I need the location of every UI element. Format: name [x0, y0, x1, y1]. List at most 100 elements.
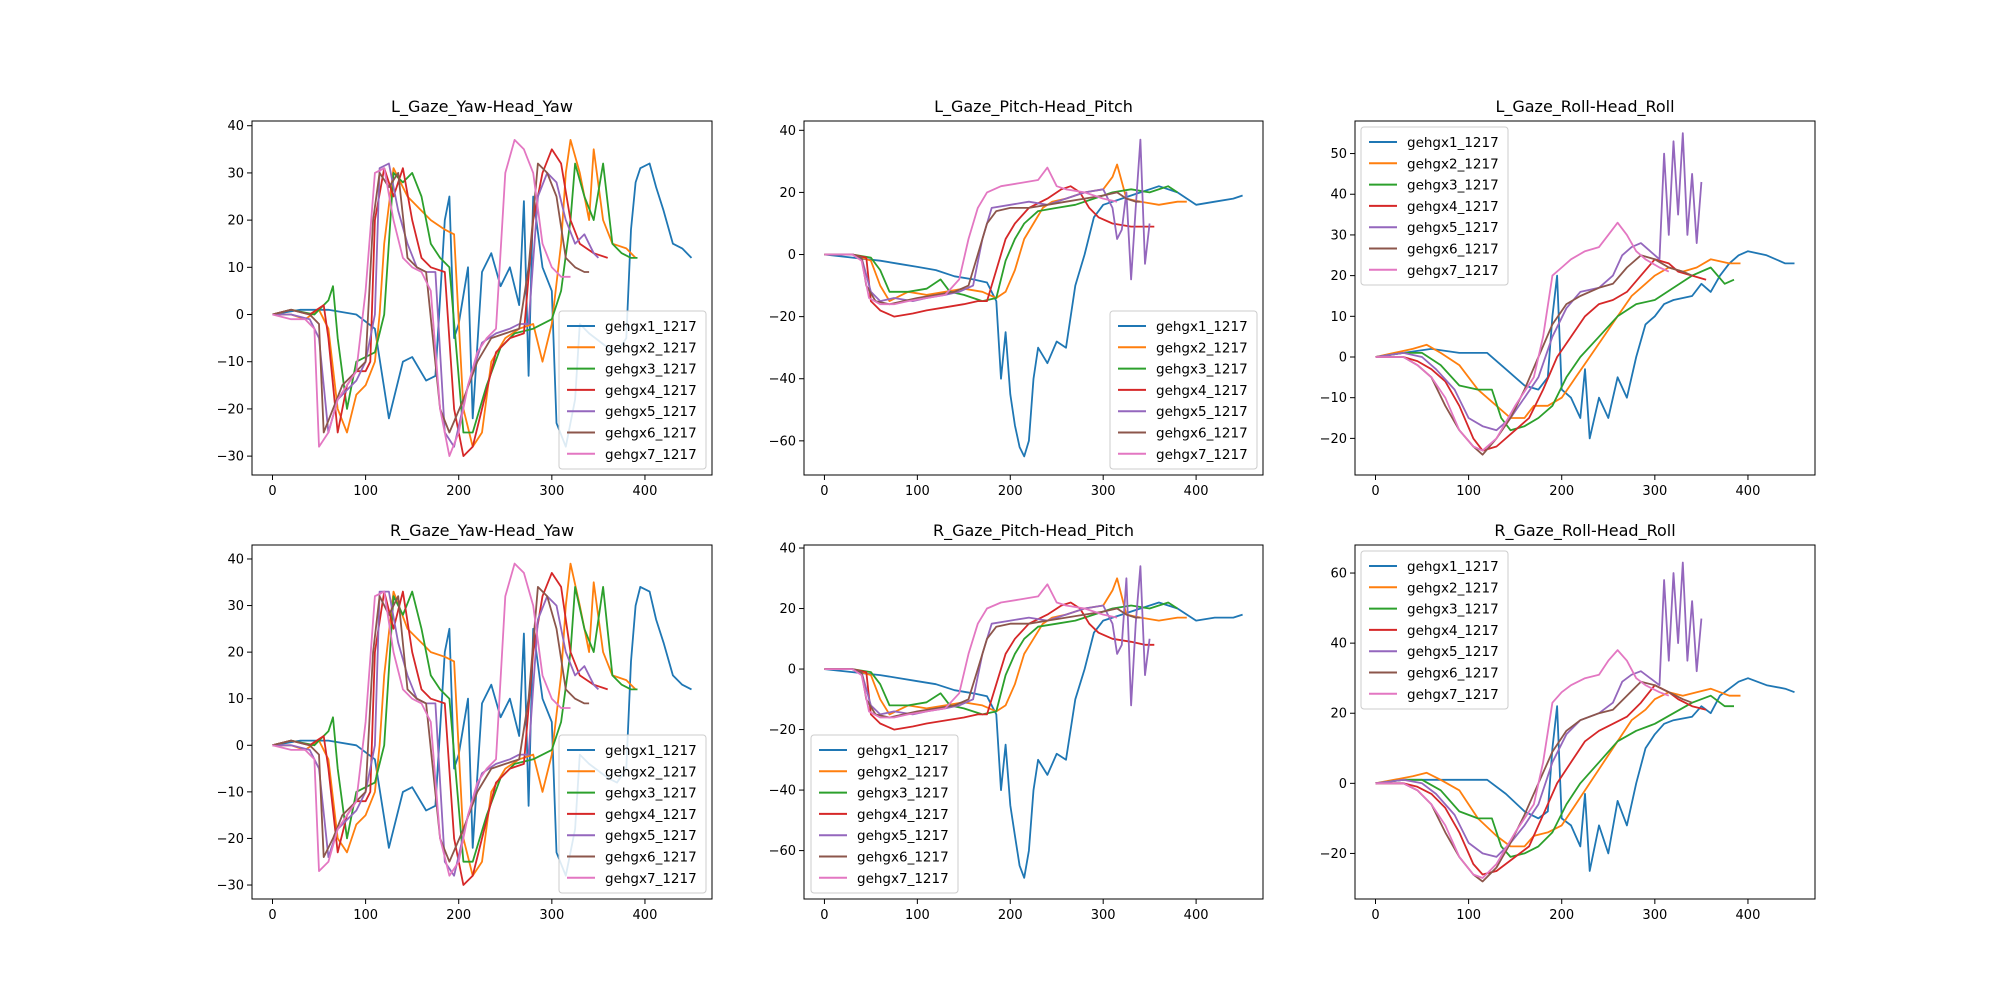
series-line-gehgx6_1217: [272, 586, 590, 863]
x-tick-label: 200: [446, 908, 471, 923]
legend-box: [558, 734, 707, 894]
series-line-gehgx4_1217: [272, 572, 608, 886]
legend-entry: gehgx5_1217: [605, 828, 697, 844]
y-tick-label: −40: [769, 784, 796, 799]
x-tick-label: 200: [998, 484, 1023, 499]
series-line-gehgx5_1217: [272, 162, 600, 448]
chart-title: L_Gaze_Yaw-Head_Yaw: [391, 97, 573, 117]
legend: gehgx1_1217 gehgx2_1217 gehgx3_1217 gehgx4_…: [558, 310, 707, 470]
y-tick-label: −10: [1320, 391, 1347, 406]
y-tick-label: −60: [769, 434, 796, 449]
legend-entry: gehgx4_1217: [1156, 383, 1248, 399]
series-line-gehgx5_1217: [824, 138, 1151, 302]
legend-entry: gehgx6_1217: [605, 850, 697, 866]
x-tick-label: 200: [446, 484, 471, 499]
y-tick-label: 0: [236, 308, 244, 323]
series-line-gehgx6_1217: [272, 162, 590, 434]
y-tick-label: 40: [227, 552, 244, 567]
x-tick-label: 0: [820, 484, 828, 499]
x-tick-label: 100: [1456, 908, 1481, 923]
axes-frame: [251, 544, 713, 900]
legend-entry: gehgx3_1217: [1407, 178, 1499, 194]
y-tick-label: −20: [217, 402, 244, 417]
legend-entry: gehgx7_1217: [1407, 263, 1499, 279]
y-tick-label: 20: [1330, 269, 1347, 284]
legend-entry: gehgx7_1217: [857, 871, 949, 887]
y-tick-label: 30: [1330, 228, 1347, 243]
legend-entry: gehgx6_1217: [605, 426, 697, 442]
legend-entry: gehgx1_1217: [605, 319, 697, 335]
series-line-gehgx3_1217: [1375, 694, 1734, 858]
x-tick-label: 400: [1184, 908, 1209, 923]
y-tick-label: −60: [769, 844, 796, 859]
legend-entry: gehgx2_1217: [857, 764, 949, 780]
y-tick-label: 0: [1339, 777, 1347, 792]
axes-frame: [1354, 544, 1816, 900]
y-tick-label: 40: [227, 119, 244, 134]
legend-entry: gehgx1_1217: [857, 743, 949, 759]
y-tick-label: −20: [769, 723, 796, 738]
x-tick-label: 300: [539, 908, 564, 923]
y-tick-label: 0: [1339, 351, 1347, 366]
legend-box: [810, 734, 959, 894]
legend-entry: gehgx7_1217: [605, 871, 697, 887]
x-tick-label: 400: [1736, 908, 1761, 923]
legend-entry: gehgx2_1217: [1407, 580, 1499, 596]
legend-entry: gehgx5_1217: [1407, 644, 1499, 660]
legend-entry: gehgx3_1217: [605, 362, 697, 378]
legend-entry: gehgx1_1217: [1407, 135, 1499, 151]
legend-entry: gehgx3_1217: [605, 786, 697, 802]
series-line-gehgx1_1217: [824, 185, 1243, 458]
axes-frame: [251, 120, 713, 476]
legend-entry: gehgx6_1217: [1407, 666, 1499, 682]
axes-frame: [803, 120, 1264, 476]
x-tick-label: 100: [353, 484, 378, 499]
series-line-gehgx6_1217: [1375, 680, 1693, 883]
legend-entry: gehgx5_1217: [1156, 404, 1248, 420]
legend-entry: gehgx7_1217: [1407, 687, 1499, 703]
series-line-gehgx3_1217: [1375, 266, 1735, 432]
series-line-gehgx1_1217: [1375, 250, 1795, 440]
y-tick-label: −20: [217, 832, 244, 847]
series-line-gehgx3_1217: [272, 162, 638, 434]
series-line-gehgx7_1217: [272, 139, 571, 457]
y-tick-label: 20: [1330, 707, 1347, 722]
series-line-gehgx6_1217: [824, 191, 1141, 306]
series-line-gehgx4_1217: [824, 185, 1155, 318]
series-line-gehgx1_1217: [272, 586, 692, 877]
series-line-gehgx1_1217: [272, 162, 693, 448]
legend-entry: gehgx1_1217: [1156, 319, 1248, 335]
y-tick-label: −20: [1320, 432, 1347, 447]
legend-box: [1360, 126, 1509, 286]
legend-entry: gehgx4_1217: [1407, 623, 1499, 639]
legend: gehgx1_1217 gehgx2_1217 gehgx3_1217 gehgx4_…: [1109, 310, 1258, 470]
legend-entry: gehgx5_1217: [1407, 220, 1499, 236]
y-tick-label: 10: [227, 692, 244, 707]
y-tick-label: −30: [217, 450, 244, 465]
chart-title: R_Gaze_Roll-Head_Roll: [1494, 521, 1675, 541]
y-tick-label: 20: [779, 186, 796, 201]
x-tick-label: 300: [1642, 484, 1667, 499]
legend-entry: gehgx6_1217: [1407, 242, 1499, 258]
series-line-gehgx7_1217: [272, 562, 571, 877]
series-line-gehgx7_1217: [1375, 649, 1670, 879]
series-line-gehgx7_1217: [824, 166, 1118, 306]
series-line-gehgx5_1217: [1375, 561, 1703, 858]
y-tick-label: 20: [227, 646, 244, 661]
series-line-gehgx4_1217: [824, 601, 1155, 731]
x-tick-label: 100: [905, 484, 930, 499]
axes-frame: [803, 544, 1264, 900]
legend-box: [558, 310, 707, 470]
series-line-gehgx5_1217: [1375, 132, 1703, 432]
series-line-gehgx4_1217: [272, 148, 608, 457]
legend-entry: gehgx7_1217: [1156, 447, 1248, 463]
x-tick-label: 400: [633, 908, 658, 923]
x-tick-label: 200: [998, 908, 1023, 923]
x-tick-label: 100: [905, 908, 930, 923]
legend-entry: gehgx6_1217: [1156, 426, 1248, 442]
legend-entry: gehgx1_1217: [1407, 559, 1499, 575]
y-tick-label: 40: [779, 542, 796, 557]
